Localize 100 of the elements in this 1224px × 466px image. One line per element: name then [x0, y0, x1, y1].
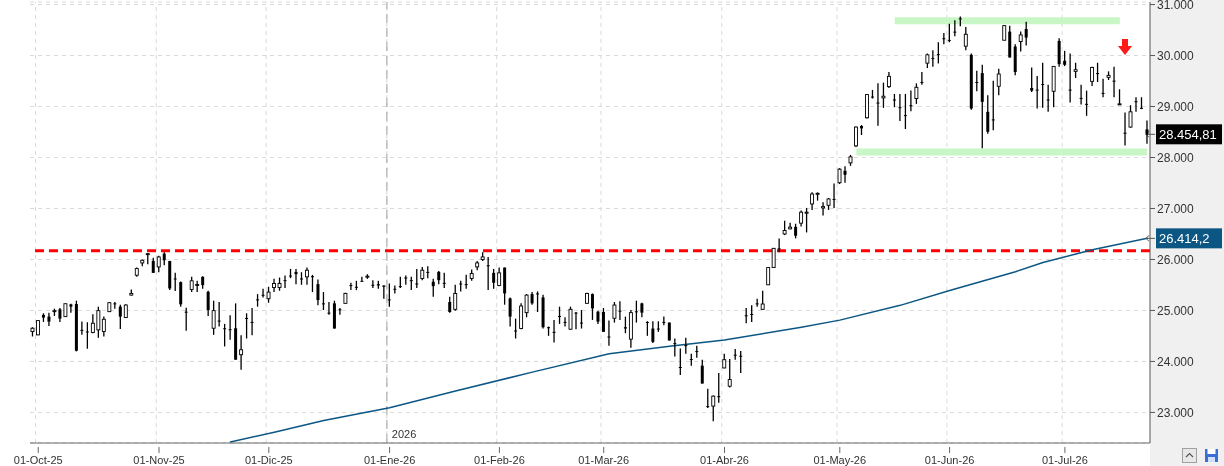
y-tick-label: 25.000	[1157, 303, 1195, 318]
candlestick	[727, 358, 732, 389]
candlestick	[590, 292, 594, 321]
candlestick	[991, 80, 995, 132]
candlestick	[1068, 52, 1072, 104]
y-tick-label: 31.000	[1157, 0, 1195, 12]
y-tick-label: 24.000	[1157, 354, 1195, 369]
candlestick	[1139, 96, 1143, 110]
candlestick	[305, 266, 309, 286]
candlestick	[601, 307, 605, 333]
candlestick	[118, 304, 122, 330]
x-tick-label: 01-Jul-26	[1041, 454, 1088, 466]
candlestick	[876, 82, 880, 127]
y-tick-label: 30.000	[1157, 48, 1195, 63]
candlestick	[1030, 66, 1034, 93]
candlestick	[777, 237, 781, 253]
candlestick	[327, 301, 331, 316]
candlestick	[289, 268, 293, 279]
y-tick-label: 29.000	[1157, 99, 1195, 114]
candlestick	[717, 372, 721, 404]
candlestick	[760, 290, 765, 311]
x-tick-label: 01-Dic-25	[244, 454, 293, 466]
candlestick	[711, 394, 716, 422]
candlestick	[371, 279, 375, 289]
candlestick	[250, 307, 254, 336]
candlestick	[1085, 89, 1089, 117]
candlestick	[228, 314, 232, 341]
x-tick-label: 01-Jun-26	[924, 454, 975, 466]
x-tick-label: 01-Oct-25	[13, 454, 63, 466]
candlestick	[283, 274, 287, 289]
candlestick	[514, 317, 518, 340]
candlestick	[211, 300, 216, 336]
candlestick	[634, 300, 638, 324]
candlestick	[415, 268, 419, 289]
candlestick	[1096, 62, 1100, 83]
y-tick-label: 27.000	[1157, 201, 1195, 216]
candlestick	[299, 271, 303, 286]
candlestick	[217, 301, 221, 328]
candlestick	[909, 89, 913, 112]
candlestick	[1041, 62, 1045, 109]
candlestick	[349, 282, 353, 291]
candlestick	[739, 350, 743, 374]
candlestick	[453, 284, 458, 312]
candlestick	[854, 125, 858, 148]
candlestick	[651, 320, 655, 344]
candlestick	[47, 311, 51, 327]
candlestick	[552, 319, 556, 344]
candlestick	[85, 321, 89, 350]
candlestick	[1112, 66, 1116, 98]
x-tick-label: 01-Nov-25	[133, 454, 185, 466]
candlestick	[706, 388, 710, 409]
candlestick	[914, 82, 919, 105]
candlestick	[338, 307, 342, 316]
candlestick	[975, 70, 979, 92]
candlestick	[898, 93, 902, 122]
candlestick	[1079, 83, 1083, 106]
candlestick	[996, 68, 1001, 96]
candlestick	[579, 309, 583, 330]
candlestick	[80, 320, 84, 336]
candlestick	[607, 319, 611, 347]
candlestick	[574, 311, 578, 330]
candlestick	[486, 256, 490, 291]
x-tick-label: 01-Mar-26	[578, 454, 630, 466]
x-tick-label: 01-May-26	[813, 454, 867, 466]
candlestick	[179, 280, 183, 308]
x-tick-label: 01-Abr-26	[700, 454, 749, 466]
candlestick	[536, 290, 540, 313]
text: 28.454,81	[1159, 127, 1217, 143]
candlestick	[881, 82, 886, 109]
candlestick	[1134, 96, 1138, 113]
x-tick-label: 01-Feb-26	[474, 454, 525, 466]
y-tick-label: 23.000	[1157, 405, 1195, 420]
candlestick	[963, 26, 968, 51]
candlestick	[936, 41, 940, 65]
candlestick	[206, 290, 210, 317]
candlestick	[1128, 104, 1133, 129]
candlestick	[1024, 21, 1028, 47]
candlestick	[508, 296, 512, 328]
candlestick	[223, 323, 227, 348]
candlestick	[1046, 83, 1050, 113]
y-tick-label: 26.000	[1157, 252, 1195, 267]
candlestick	[173, 272, 177, 292]
candlestick	[903, 93, 907, 130]
x-tick-label: 01-Ene-26	[363, 454, 416, 466]
candlestick	[492, 268, 496, 290]
candlestick	[821, 201, 826, 217]
candlestick	[1057, 37, 1061, 68]
candlestick	[387, 282, 391, 308]
candlestick	[986, 94, 990, 135]
candlestick	[1018, 30, 1023, 53]
candlestick	[920, 71, 924, 86]
ref-line-label: 2026	[391, 428, 417, 440]
candlestick	[1123, 111, 1127, 147]
candlestick	[843, 165, 847, 184]
candlestick	[612, 301, 617, 324]
candlestick	[360, 276, 364, 283]
candlestick	[947, 23, 951, 43]
candlestick	[1035, 75, 1039, 110]
candlestick	[678, 347, 682, 376]
candlestick	[1101, 78, 1105, 98]
